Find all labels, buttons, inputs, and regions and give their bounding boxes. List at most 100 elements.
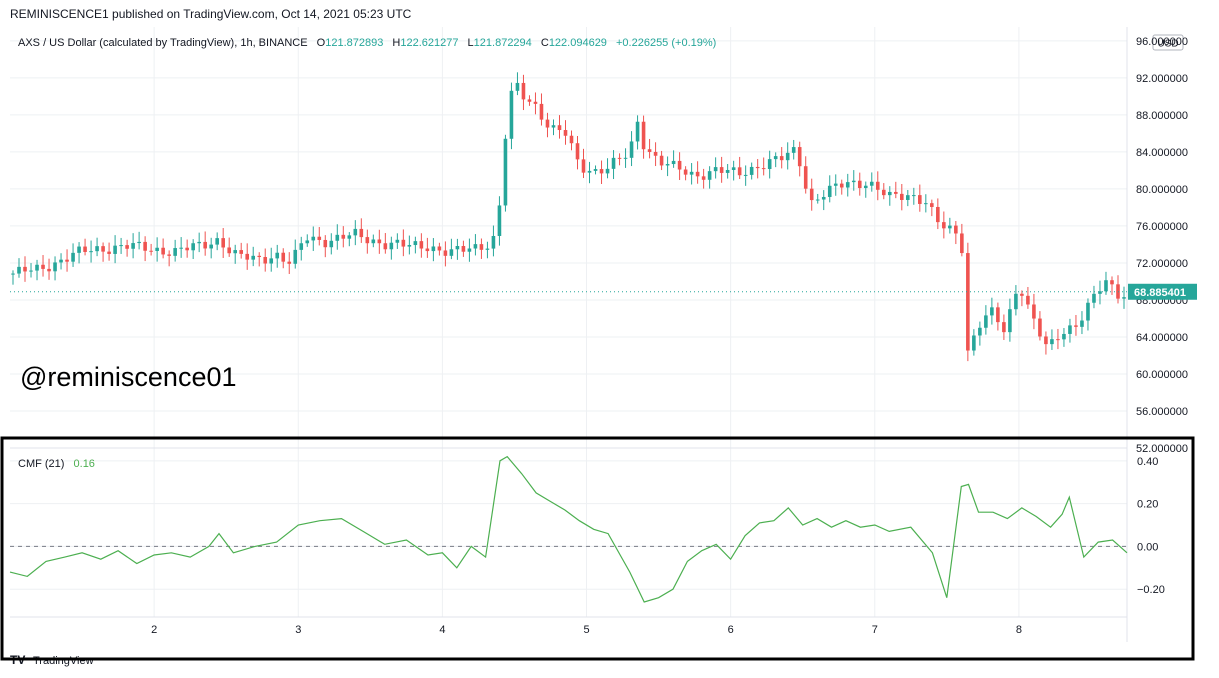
candle-body [347, 235, 352, 239]
candle-body [653, 151, 658, 156]
candle-body [527, 99, 532, 102]
candle-body [245, 253, 250, 260]
currency-label: USD [1157, 39, 1178, 50]
candle-body [863, 185, 868, 189]
candle-body [407, 245, 412, 247]
candle-body [401, 239, 406, 247]
candle-body [329, 240, 334, 248]
candle-body [918, 195, 922, 204]
candle-body [881, 189, 886, 196]
candle-body [287, 261, 292, 264]
last-price-tag [1128, 283, 1197, 300]
candle-body [833, 183, 838, 186]
candle-body [605, 168, 610, 174]
candle-body [209, 244, 213, 249]
candle-body [827, 185, 832, 197]
price-tick-label: 88.000000 [1136, 110, 1188, 122]
candle-body [587, 170, 592, 173]
candle-body [803, 166, 808, 189]
watermark-text: @reminiscence01 [20, 362, 237, 392]
candle-body [341, 234, 346, 239]
candle-body [467, 248, 472, 252]
candle-body [227, 247, 231, 254]
candle-body [857, 180, 862, 189]
candle-body [143, 241, 147, 251]
candle-body [978, 327, 982, 336]
candle-body [839, 183, 844, 188]
candle-body [809, 188, 814, 201]
candle-body [893, 191, 898, 194]
candle-body [960, 233, 964, 254]
candle-body [1080, 320, 1084, 327]
candle-body [791, 147, 796, 153]
candle-body [707, 171, 712, 180]
candle-body [539, 103, 544, 120]
candle-body [509, 90, 514, 139]
candle-body [257, 255, 262, 258]
candle-body [11, 273, 15, 275]
low-label: L [468, 37, 474, 49]
candle-body [431, 246, 436, 252]
candle-body [359, 228, 364, 238]
candle-body [161, 247, 165, 255]
candle-body [35, 264, 39, 271]
candle-body [815, 199, 820, 201]
candle-body [377, 239, 382, 244]
candle-body [155, 247, 159, 251]
high-label: H [392, 37, 400, 49]
candle-body [641, 121, 646, 150]
candle-body [755, 166, 760, 169]
candle-body [203, 241, 207, 249]
candle-body [485, 248, 490, 250]
candle-body [954, 225, 958, 234]
high-value: 122.621277 [400, 37, 458, 49]
candle-body [95, 246, 99, 252]
candle-body [185, 247, 189, 251]
candle-body [767, 159, 772, 169]
candle-body [113, 245, 117, 254]
candle-body [821, 196, 826, 200]
candle-body [239, 250, 244, 254]
candle-body [1098, 291, 1102, 294]
candle-body [29, 270, 33, 272]
candle-body [443, 250, 448, 256]
candle-body [335, 234, 340, 241]
axis-layer: 52.00000056.00000060.00000064.00000068.0… [151, 36, 1197, 636]
candle-body [1110, 280, 1114, 285]
symbol-title: AXS / US Dollar (calculated by TradingVi… [18, 37, 308, 49]
candle-body [930, 203, 934, 207]
cmf-legend[interactable]: CMF (21) 0.16 [18, 458, 95, 470]
candle-body [617, 157, 622, 159]
candle-body [371, 239, 376, 244]
candle-body [1062, 333, 1066, 340]
candle-body [455, 246, 460, 250]
candle-body [197, 241, 201, 244]
candle-body [47, 268, 51, 272]
candles-layer [10, 72, 1127, 362]
ohlc-legend: AXS / US Dollar (calculated by TradingVi… [18, 37, 716, 49]
candle-body [665, 164, 670, 166]
candle-body [677, 160, 682, 170]
candle-body [503, 138, 508, 206]
price-tick-label: 52.000000 [1136, 443, 1188, 455]
candle-body [966, 253, 970, 351]
currency-button[interactable]: USD [1152, 34, 1184, 51]
time-tick-label: 6 [728, 624, 734, 636]
candle-body [1068, 325, 1072, 334]
candle-body [575, 143, 580, 160]
candle-body [173, 248, 177, 256]
candle-body [533, 101, 538, 104]
candle-body [581, 159, 586, 173]
candle-body [1116, 284, 1120, 299]
cmf-tick-label: −0.20 [1137, 584, 1165, 596]
candle-body [557, 125, 562, 131]
candle-body [749, 166, 754, 175]
close-value: 122.094629 [549, 37, 607, 49]
candle-body [773, 156, 778, 160]
candle-body [311, 236, 316, 241]
price-tick-label: 84.000000 [1136, 147, 1188, 159]
candle-body [1008, 309, 1012, 333]
candle-body [569, 135, 574, 144]
grid-layer [10, 27, 1127, 617]
